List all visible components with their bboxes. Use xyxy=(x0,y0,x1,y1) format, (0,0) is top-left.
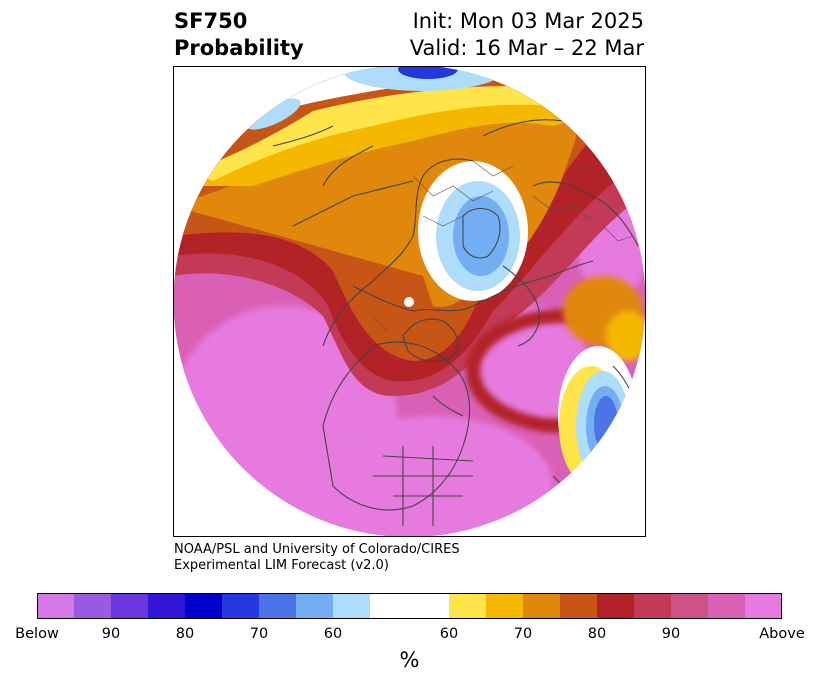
colorbar-tick-label: 70 xyxy=(249,626,269,642)
colorbar xyxy=(37,593,782,619)
colorbar-segment xyxy=(333,593,371,619)
colorbar-segment xyxy=(486,593,524,619)
colorbar-segment xyxy=(222,593,260,619)
colorbar-tick-label: 90 xyxy=(661,626,681,642)
colorbar-segment xyxy=(370,593,450,619)
credit-line-2: Experimental LIM Forecast (v2.0) xyxy=(174,558,389,573)
credit-line-1: NOAA/PSL and University of Colorado/CIRE… xyxy=(174,542,460,557)
above-band-gold xyxy=(173,91,588,186)
colorbar-segment xyxy=(74,593,112,619)
colorbar-segment xyxy=(185,593,223,619)
unit-label: % xyxy=(399,648,420,672)
map-frame xyxy=(173,66,646,537)
credit: NOAA/PSL and University of Colorado/CIRE… xyxy=(174,542,460,574)
europe-above-gold xyxy=(606,311,646,361)
chart-title: SF750 Probability xyxy=(174,8,304,62)
variable-name: SF750 xyxy=(174,9,248,33)
colorbar-segment xyxy=(148,593,186,619)
colorbar-frame xyxy=(37,593,782,619)
colorbar-segment xyxy=(296,593,334,619)
colorbar-tick-label: 60 xyxy=(439,626,459,642)
polar-probability-map xyxy=(173,66,646,537)
arctic-below-mid xyxy=(453,196,509,276)
colorbar-unit: % xyxy=(0,648,819,672)
colorbar-segment xyxy=(37,593,75,619)
pole-top-below-strong xyxy=(398,66,458,79)
colorbar-segment xyxy=(449,593,487,619)
colorbar-tick-label: 70 xyxy=(513,626,533,642)
colorbar-segment xyxy=(597,593,635,619)
colorbar-segment xyxy=(708,593,746,619)
colorbar-tick-label: Above xyxy=(759,626,805,642)
product-kind: Probability xyxy=(174,36,304,60)
colorbar-tick-label: Below xyxy=(15,626,59,642)
colorbar-segment xyxy=(111,593,149,619)
colorbar-tick-label: 60 xyxy=(323,626,343,642)
valid-range: Valid: 16 Mar – 22 Mar xyxy=(409,36,644,60)
init-date: Init: Mon 03 Mar 2025 xyxy=(412,9,644,33)
colorbar-segment xyxy=(523,593,561,619)
pacific-below-arc xyxy=(245,98,301,130)
north-pole-marker xyxy=(404,297,414,307)
colorbar-segment xyxy=(671,593,709,619)
colorbar-tick-label: 80 xyxy=(587,626,607,642)
colorbar-segment xyxy=(745,593,782,619)
colorbar-ticks: Below 90 80 70 60 60 70 80 90 Above xyxy=(0,626,819,646)
colorbar-tick-label: 80 xyxy=(175,626,195,642)
colorbar-segment xyxy=(259,593,297,619)
forecast-dates: Init: Mon 03 Mar 2025 Valid: 16 Mar – 22… xyxy=(410,8,644,62)
colorbar-segment xyxy=(634,593,672,619)
colorbar-segment xyxy=(560,593,598,619)
colorbar-tick-label: 90 xyxy=(101,626,121,642)
